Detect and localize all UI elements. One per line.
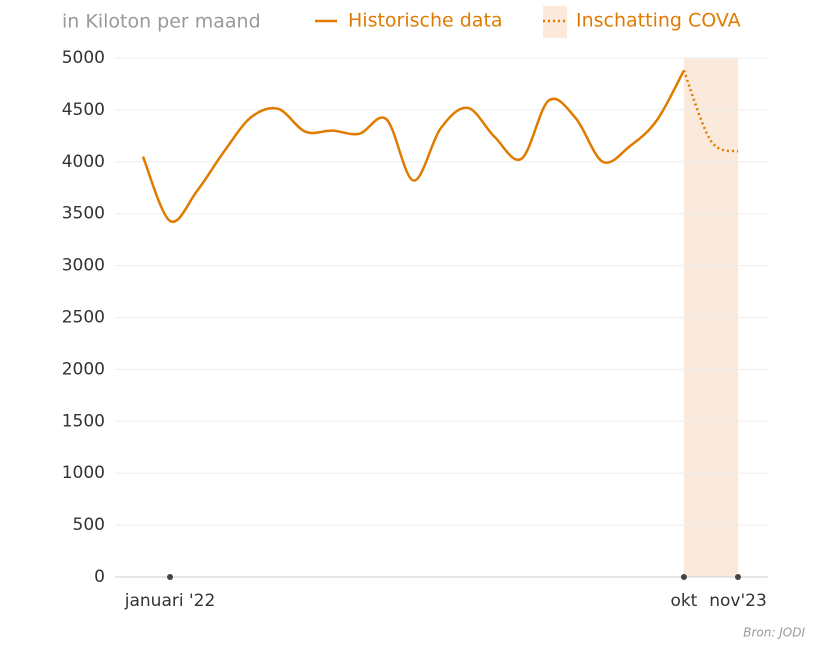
series-line: [682, 70, 739, 153]
y-tick-label: 2500: [62, 308, 105, 328]
y-tick-label: 4500: [62, 100, 105, 120]
x-tick-dot: [735, 574, 741, 580]
x-tick-label: nov'23: [709, 591, 767, 611]
x-tick-label: okt: [670, 591, 697, 611]
x-tick-dot: [680, 574, 687, 580]
y-tick-label: 0: [94, 567, 105, 587]
y-tick-label: 5000: [62, 48, 105, 68]
y-tick-label: 1000: [62, 463, 105, 483]
subtitle: in Kiloton per maand: [62, 11, 261, 33]
legend-label: Inschatting COVA: [576, 10, 741, 32]
y-tick-label: 500: [73, 515, 105, 535]
series-line: [141, 69, 686, 224]
x-tick-dot: [167, 574, 174, 580]
legend-label: Historische data: [348, 10, 503, 32]
y-tick-label: 4000: [62, 152, 105, 172]
source: Bron: JODI: [743, 626, 805, 640]
y-tick-label: 3000: [62, 256, 105, 276]
y-tick-label: 3500: [62, 204, 105, 224]
y-tick-label: 2000: [62, 359, 105, 379]
x-tick-label: januari '22: [124, 591, 216, 611]
y-tick-label: 1500: [62, 411, 105, 431]
